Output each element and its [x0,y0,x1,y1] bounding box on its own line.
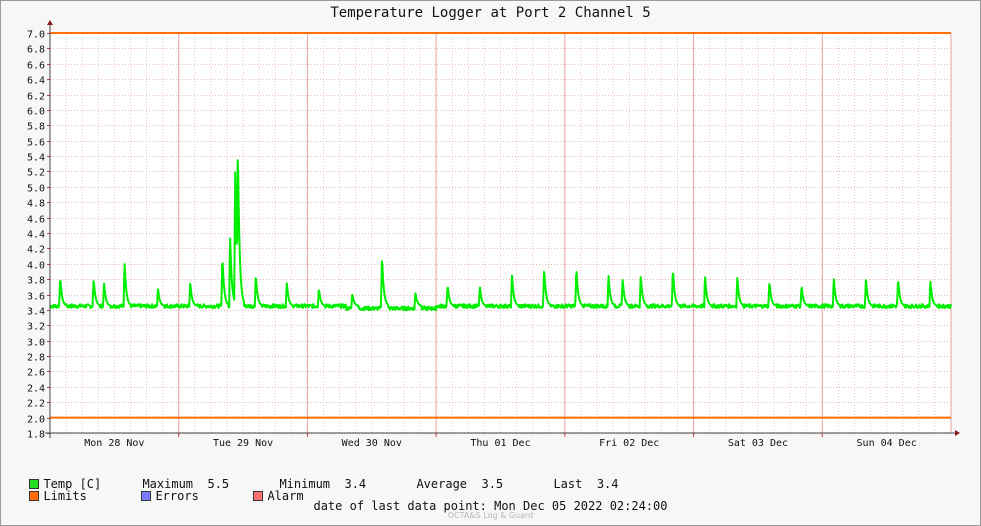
x-tick-label: Mon 28 Nov [84,438,144,449]
y-tick-label: 6.4 [27,76,45,87]
legend-alarm-label: Alarm [267,489,304,503]
legend-errors-label: Errors [155,489,199,503]
legend-minimum-value: 3.4 [344,477,367,491]
legend-last-value: 3.4 [596,477,619,491]
y-tick-label: 6.8 [27,45,45,56]
x-tick-label: Tue 29 Nov [213,438,273,449]
legend-average: Average 3.5 [402,463,503,491]
legend-minimum-label: Minimum [279,477,331,491]
legend-last: Last 3.4 [539,463,619,491]
y-axis-ticks: 7.0 6.8 6.6 6.4 6.2 6.0 5.8 5.6 5.4 5.2 5.0 4.8 4.6 4… [27,30,50,441]
legend-alarm-swatch [253,491,264,501]
y-tick-label: 3.4 [27,307,45,318]
x-tick-label: Wed 30 Nov [342,438,402,449]
watermark: OCTA&S Log & Guard [447,511,534,520]
grid-lines [49,33,952,434]
x-tick-label: Fri 02 Dec [599,438,659,449]
y-tick-label: 3.2 [27,322,45,333]
y-tick-label: 5.8 [27,122,45,133]
y-tick-label: 4.0 [27,261,45,272]
y-tick-label: 1.8 [27,430,45,441]
y-tick-label: 2.8 [27,353,45,364]
y-tick-label: 2.0 [27,415,45,426]
x-tick-label: Thu 01 Dec [470,438,530,449]
y-tick-label: 3.6 [27,292,45,303]
y-tick-label: 4.8 [27,199,45,210]
legend-maximum-value: 5.5 [207,477,230,491]
legend-limits-label: Limits [43,489,87,503]
y-tick-label: 6.0 [27,107,45,118]
last-data-point-value: Mon Dec 05 2022 02:24:00 [494,499,668,513]
legend-temp: Temp [C] [15,463,101,491]
y-tick-label: 2.4 [27,384,45,395]
x-tick-label: Sun 04 Dec [857,438,917,449]
legend-limits-swatch [29,491,40,501]
y-axis-arrow [47,20,53,25]
legend-alarm: Alarm [239,475,304,503]
legend-average-label: Average [416,477,468,491]
y-tick-label: 4.6 [27,215,45,226]
chart-title: Temperature Logger at Port 2 Channel 5 [330,5,651,21]
legend-last-label: Last [553,477,583,491]
y-tick-label: 3.0 [27,338,45,349]
y-tick-label: 4.2 [27,245,45,256]
legend-maximum: Maximum 5.5 [128,463,229,491]
legend-errors: Errors [127,475,199,503]
y-tick-label: 6.2 [27,92,45,103]
x-tick-label: Sat 03 Dec [728,438,788,449]
legend-minimum: Minimum 3.4 [265,463,366,491]
y-tick-label: 5.2 [27,168,45,179]
y-tick-label: 7.0 [27,30,45,41]
y-tick-label: 2.2 [27,399,45,410]
last-data-point: date of last data point: Mon Dec 05 2022… [0,499,981,513]
axes [45,20,960,438]
legend-errors-swatch [141,491,152,501]
y-tick-label: 5.6 [27,138,45,149]
temp-line [49,159,952,312]
legend-temp-label: Temp [C] [43,477,102,491]
y-tick-label: 2.6 [27,368,45,379]
y-tick-label: 4.4 [27,230,45,241]
y-tick-label: 3.8 [27,276,45,287]
y-tick-label: 5.4 [27,153,45,164]
legend-maximum-label: Maximum [142,477,194,491]
legend-temp-swatch [29,479,40,489]
y-tick-label: 6.6 [27,61,45,72]
x-axis-ticks: Mon 28 Nov Tue 29 Nov Wed 30 Nov Thu 01 Dec… [49,433,917,449]
legend-limits: Limits [15,475,87,503]
series-temp [49,159,952,312]
legend-average-value: 3.5 [481,477,504,491]
y-tick-label: 5.0 [27,184,45,195]
limit-lines [50,32,951,419]
x-axis-arrow [955,430,960,436]
last-data-point-label: date of last data point: [313,499,487,513]
